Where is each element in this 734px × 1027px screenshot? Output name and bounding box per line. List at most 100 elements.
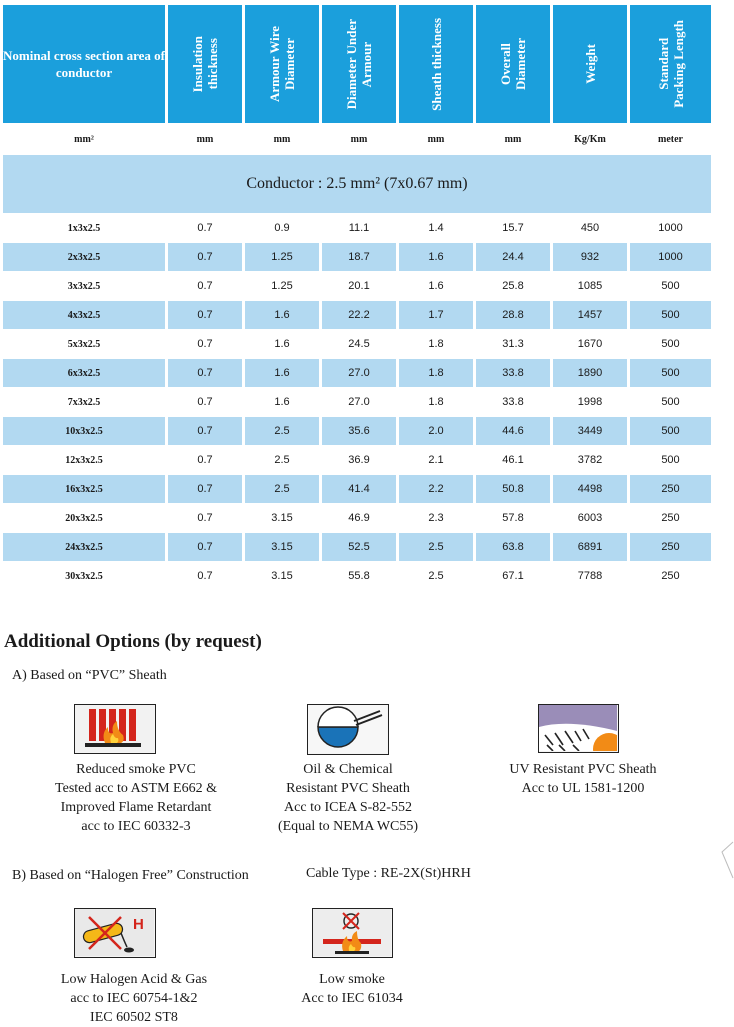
row-size-label: 12x3x2.5 [65, 454, 103, 466]
table-cell: 1000 [658, 222, 683, 234]
row-size-label: 30x3x2.5 [65, 570, 103, 582]
table-cell: 0.7 [197, 367, 213, 379]
cell-background [476, 475, 550, 503]
cell-background [3, 533, 165, 561]
table-row: 30x3x2.5 0.7 3.15 55.8 2.5 67.1 7788 250 [0, 562, 734, 590]
oil-chemical-text: Oil & Chemical Resistant PVC Sheath Acc … [277, 762, 419, 834]
cell-background [3, 301, 165, 329]
table-cell: 2.5 [428, 541, 444, 553]
table-cell: 0.7 [197, 309, 213, 321]
uv-resistant-text: UV Resistant PVC Sheath Acc to UL 1581-1… [509, 762, 657, 796]
table-cell: 28.8 [502, 309, 524, 321]
cell-background [553, 417, 627, 445]
cell-background [630, 243, 711, 271]
table-cell: 0.7 [197, 222, 213, 234]
table-cell: 2.5 [428, 570, 444, 582]
row-size-label: 6x3x2.5 [67, 367, 101, 379]
table-cell: 250 [661, 570, 680, 582]
table-row: 7x3x2.5 0.7 1.6 27.0 1.8 33.8 1998 500 [0, 388, 734, 416]
cell-background [630, 533, 711, 561]
table-row: 3x3x2.5 0.7 1.25 20.1 1.6 25.8 1085 500 [0, 272, 734, 300]
cell-background [630, 301, 711, 329]
cell-background [168, 359, 242, 387]
table-cell: 500 [661, 280, 680, 292]
row-size-label: 1x3x2.5 [67, 222, 101, 234]
table-cell: 0.7 [197, 541, 213, 553]
cell-background [553, 243, 627, 271]
table-cell: 1670 [577, 338, 603, 350]
table-cell: 24.4 [502, 251, 524, 263]
table-cell: 1.8 [428, 367, 444, 379]
table-row: 10x3x2.5 0.7 2.5 35.6 2.0 44.6 3449 500 [0, 417, 734, 445]
table-cell: 67.1 [502, 570, 524, 582]
table-cell: 24.5 [348, 338, 370, 350]
cell-background [476, 243, 550, 271]
cell-background [245, 243, 319, 271]
table-cell: 0.7 [197, 570, 213, 582]
table-cell: 1.6 [428, 280, 444, 292]
cell-background [553, 301, 627, 329]
header-diameter-under-armour-label: Diameter Under Armour [344, 18, 374, 110]
low-smoke-graphic [313, 909, 391, 956]
low-halogen-graphic: H [75, 909, 154, 956]
oil-chemical-icon [307, 704, 389, 755]
table-cell: 20.1 [348, 280, 370, 292]
cell-background [322, 243, 396, 271]
table-cell: 1.6 [274, 309, 290, 321]
header-sheath: Sheath thickness [399, 5, 473, 123]
table-cell: 33.8 [502, 367, 524, 379]
table-cell: 1.4 [428, 222, 444, 234]
row-size-label: 20x3x2.5 [65, 512, 103, 524]
halogen-h-letter: H [133, 916, 144, 933]
cell-background [322, 359, 396, 387]
units-row: mm² mm mm mm mm mm Kg/Km meter [0, 124, 734, 154]
table-cell: 55.8 [348, 570, 370, 582]
cell-background [399, 417, 473, 445]
table-cell: 0.7 [197, 251, 213, 263]
table-cell: 250 [661, 541, 680, 553]
table-cell: 50.8 [502, 483, 524, 495]
header-overall-diameter-label: Overall Diameter [498, 38, 528, 90]
table-cell: 500 [661, 309, 680, 321]
row-size-label: 4x3x2.5 [67, 309, 101, 321]
table-cell: 3.15 [271, 570, 293, 582]
table-cell: 18.7 [348, 251, 370, 263]
row-size-label: 16x3x2.5 [65, 483, 103, 495]
table-cell: 1.7 [428, 309, 444, 321]
table-cell: 31.3 [502, 338, 524, 350]
cable-type-label: Cable Type : RE-2X(St)HRH [306, 866, 471, 881]
table-cell: 33.8 [502, 396, 524, 408]
cell-background [399, 301, 473, 329]
conductor-section-title: Conductor : 2.5 mm² (7x0.67 mm) [3, 155, 711, 213]
table-row: 4x3x2.5 0.7 1.6 22.2 1.7 28.8 1457 500 [0, 301, 734, 329]
cell-background [3, 417, 165, 445]
cell-background [3, 475, 165, 503]
oil-chemical-graphic [308, 705, 387, 753]
row-size-label: 5x3x2.5 [67, 338, 101, 350]
unit-cell: mm [504, 133, 522, 145]
row-size-label: 24x3x2.5 [65, 541, 103, 553]
table-cell: 450 [580, 222, 600, 234]
table-cell: 22.2 [348, 309, 370, 321]
table-cell: 27.0 [348, 396, 370, 408]
cell-background [553, 533, 627, 561]
table-cell: 6003 [577, 512, 603, 524]
table-cell: 500 [661, 338, 680, 350]
cell-background [245, 475, 319, 503]
table-row: 5x3x2.5 0.7 1.6 24.5 1.8 31.3 1670 500 [0, 330, 734, 358]
low-smoke-text: Low smoke Acc to IEC 61034 [301, 972, 403, 1006]
cell-background [168, 243, 242, 271]
group-b-label: B) Based on “Halogen Free” Construction [12, 868, 249, 883]
header-cross-section-label: Nominal cross section area of conductor [3, 48, 165, 80]
table-cell: 57.8 [502, 512, 524, 524]
cell-background [168, 475, 242, 503]
group-a-label: A) Based on “PVC” Sheath [12, 668, 167, 683]
unit-cell: mm² [74, 133, 94, 145]
table-cell: 500 [661, 367, 680, 379]
cell-background [322, 475, 396, 503]
header-insulation-label: Insulation thickness [190, 35, 220, 93]
table-cell: 1890 [577, 367, 603, 379]
page-fold-mark [721, 841, 734, 879]
table-cell: 15.7 [502, 222, 524, 234]
table-cell: 1085 [577, 280, 603, 292]
